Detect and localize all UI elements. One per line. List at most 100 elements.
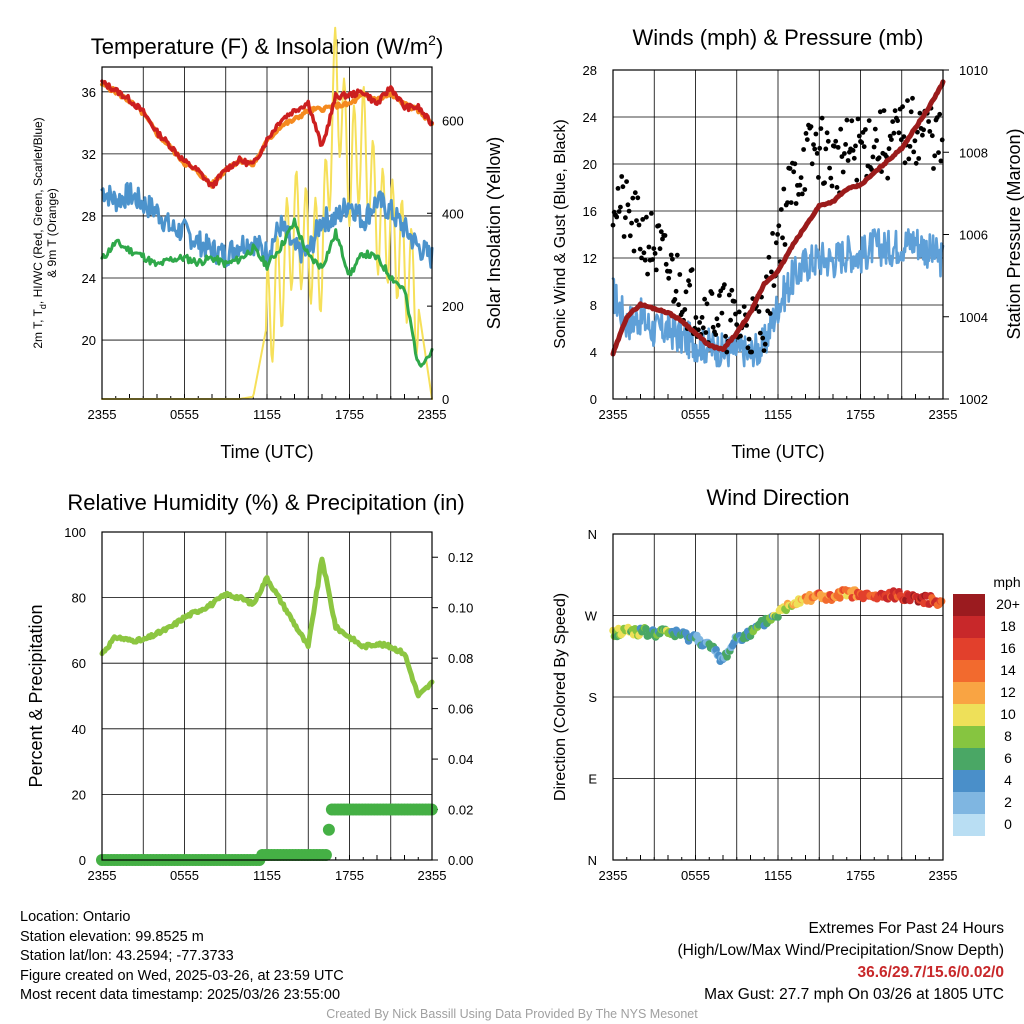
gust-point xyxy=(802,187,808,192)
gust-point xyxy=(627,233,633,239)
gust-point xyxy=(850,148,856,153)
speed-legend-title: mph xyxy=(993,574,1020,590)
temp-y-tick-label: 28 xyxy=(82,209,96,224)
winds-y-tick-label: 0 xyxy=(590,392,597,407)
gust-point xyxy=(762,341,768,347)
precip-y-tick-label: 0.12 xyxy=(448,550,473,565)
gust-point xyxy=(723,333,728,339)
gust-point xyxy=(639,255,644,261)
gust-point xyxy=(652,251,658,256)
gust-point xyxy=(787,166,793,171)
humidity-chart: Relative Humidity (%) & Precipitation (i… xyxy=(26,490,473,883)
gust-point xyxy=(832,143,837,149)
temp-x-tick-label: 1155 xyxy=(253,407,281,422)
gust-point xyxy=(676,302,681,308)
gust-point xyxy=(849,118,855,124)
title-superscript: 2 xyxy=(428,32,436,48)
station-info: Location: Ontario Station elevation: 99.… xyxy=(20,908,344,1006)
gust-point xyxy=(717,293,722,298)
temperature-chart: Temperature (F) & Insolation (W/m2)20242… xyxy=(31,26,504,462)
speed-legend-label: 6 xyxy=(1004,750,1012,766)
speed-legend-label: 8 xyxy=(1004,728,1012,744)
gust-point xyxy=(881,108,887,113)
pressure-y-tick-label: 1010 xyxy=(959,63,988,78)
gust-point xyxy=(702,296,707,302)
gust-point xyxy=(620,184,626,190)
temp-x-tick-label: 0555 xyxy=(170,407,199,422)
gust-point xyxy=(861,144,867,150)
gust-point xyxy=(840,169,846,175)
gust-point xyxy=(939,137,945,143)
gust-point xyxy=(780,235,785,241)
gust-point xyxy=(766,254,772,260)
speed-legend-label: 14 xyxy=(1000,662,1016,678)
gust-point xyxy=(798,175,804,181)
gust-point xyxy=(616,209,622,214)
gust-point xyxy=(776,223,782,229)
humidity-y-tick-label: 20 xyxy=(72,787,86,802)
gust-point xyxy=(704,301,710,307)
solar-y-axis-label: Solar Insolation (Yellow) xyxy=(484,137,504,329)
wind-direction-title: Wind Direction xyxy=(706,485,849,510)
gust-point xyxy=(900,104,905,110)
gust-point xyxy=(632,190,638,196)
gust-point xyxy=(682,307,688,312)
winds-y-tick-label: 24 xyxy=(583,110,597,125)
gust-point xyxy=(801,147,806,152)
solar-y-tick-label: 200 xyxy=(442,299,464,314)
humidity-y-tick-label: 0 xyxy=(79,853,86,868)
direction-x-tick-label: 1155 xyxy=(764,868,792,883)
gust-point xyxy=(854,177,860,183)
title-part: Temperature (F) & Insolation (W/m xyxy=(91,34,428,59)
gust-point xyxy=(892,108,898,114)
gust-point xyxy=(653,267,659,273)
gust-point xyxy=(624,179,629,185)
gust-point xyxy=(746,336,752,342)
precip-y-tick-label: 0.02 xyxy=(448,803,473,818)
gust-point xyxy=(835,145,841,150)
relative-humidity-line xyxy=(99,556,435,699)
gust-point xyxy=(630,195,636,201)
gust-point xyxy=(804,137,810,143)
gust-point xyxy=(833,138,839,144)
gust-point xyxy=(796,192,801,197)
precip-y-tick-label: 0.06 xyxy=(448,702,473,717)
extremes-panel: Extremes For Past 24 Hours (High/Low/Max… xyxy=(678,918,1005,1006)
gust-point xyxy=(778,207,784,212)
temp-y-tick-label: 24 xyxy=(82,271,96,286)
gust-point xyxy=(855,116,861,122)
direction-x-tick-label: 2355 xyxy=(929,868,958,883)
gust-point xyxy=(769,269,774,275)
gust-point xyxy=(809,161,815,167)
gust-point xyxy=(902,160,908,166)
gust-point xyxy=(626,208,632,214)
gust-point xyxy=(827,165,832,171)
gust-point xyxy=(662,233,668,238)
recent-data-text: Most recent data timestamp: 2025/03/26 2… xyxy=(20,987,341,1003)
gust-point xyxy=(927,129,933,134)
gust-point xyxy=(824,130,830,136)
speed-legend-swatch xyxy=(953,682,985,704)
gust-point xyxy=(906,156,912,162)
humidity-title: Relative Humidity (%) & Precipitation (i… xyxy=(67,490,464,515)
direction-x-tick-label: 1755 xyxy=(846,868,875,883)
direction-y-tick-label: W xyxy=(585,609,598,624)
gust-point xyxy=(890,119,896,124)
gust-point xyxy=(874,138,879,143)
sonic-wind-line xyxy=(611,228,945,368)
speed-legend-swatch xyxy=(953,748,985,770)
gust-point xyxy=(623,215,628,221)
winds-chart: Winds (mph) & Pressure (mb) 0 4 8 12 16 20 24 28… xyxy=(552,25,1024,462)
gust-point xyxy=(756,309,762,314)
gust-point xyxy=(889,137,894,143)
gust-point xyxy=(621,234,627,239)
extremes-title: Extremes For Past 24 Hours xyxy=(808,920,1004,937)
gust-point xyxy=(714,316,720,322)
gust-point xyxy=(817,145,823,151)
speed-legend-label: 4 xyxy=(1004,772,1012,788)
gust-point xyxy=(668,252,674,258)
gust-point xyxy=(825,138,831,144)
gust-point xyxy=(811,142,816,148)
gust-point xyxy=(845,158,851,163)
